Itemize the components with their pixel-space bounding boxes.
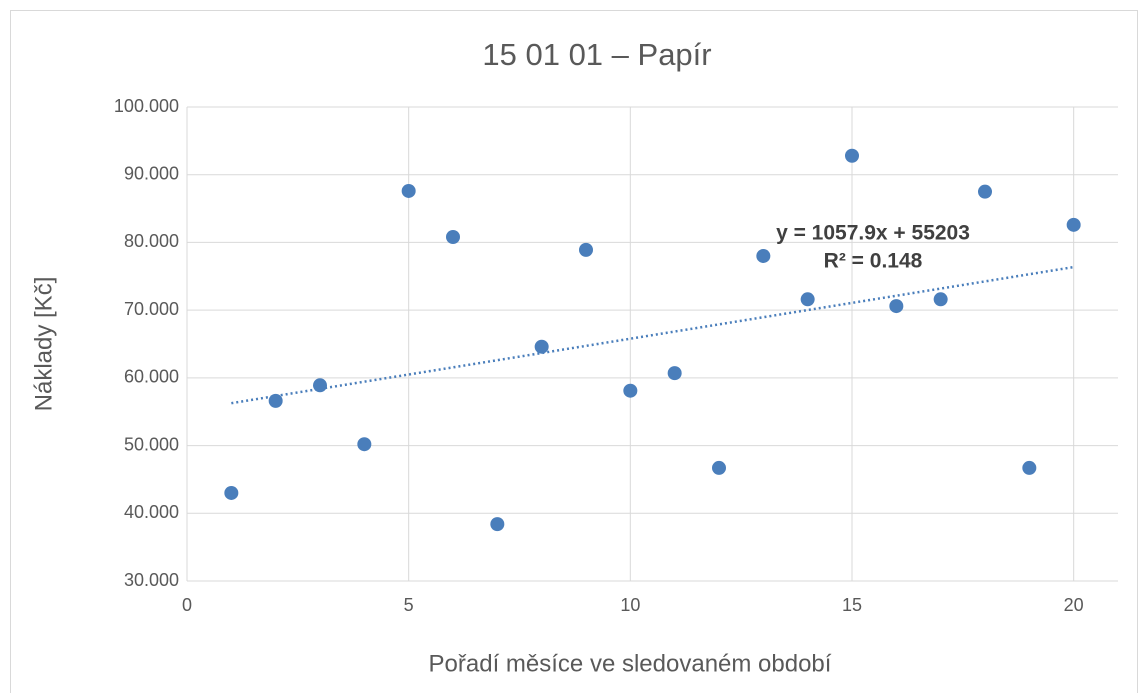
x-tick-label: 5 xyxy=(404,595,414,615)
chart-title: 15 01 01 – Papír xyxy=(482,37,711,72)
point xyxy=(579,242,593,257)
x-tick-label: 20 xyxy=(1064,595,1084,615)
point xyxy=(712,460,726,475)
y-tick-label: 80.000 xyxy=(124,231,179,251)
point xyxy=(357,437,372,452)
point xyxy=(1022,460,1037,475)
point xyxy=(667,366,682,381)
point xyxy=(800,292,815,307)
point xyxy=(446,230,460,245)
point xyxy=(268,393,283,408)
y-tick-label: 30.000 xyxy=(124,570,179,590)
point xyxy=(313,378,327,393)
y-tick-label: 50.000 xyxy=(124,434,179,454)
point xyxy=(401,183,416,198)
chart-border xyxy=(10,10,1138,693)
point xyxy=(978,184,992,199)
x-tick-label: 0 xyxy=(182,595,192,615)
point xyxy=(756,248,771,263)
point xyxy=(490,517,505,532)
y-tick-label: 90.000 xyxy=(124,163,179,183)
x-tick-label: 15 xyxy=(842,595,862,615)
x-axis-label: Pořadí měsíce ve sledovaném období xyxy=(429,650,832,677)
trendline xyxy=(231,265,1074,405)
x-tick-label: 10 xyxy=(620,595,640,615)
point xyxy=(1066,217,1081,232)
y-tick-label: 40.000 xyxy=(124,502,179,522)
point xyxy=(224,485,239,500)
y-tick-label: 70.000 xyxy=(124,299,179,319)
point xyxy=(534,339,549,354)
trendline-equation: y = 1057.9x + 55203 xyxy=(776,222,970,245)
point xyxy=(623,383,638,398)
y-axis-label: Náklady [Kč] xyxy=(30,277,57,412)
point xyxy=(889,299,904,314)
point xyxy=(845,148,859,163)
point xyxy=(933,292,948,307)
trendline-r2: R² = 0.148 xyxy=(824,250,923,273)
y-tick-label: 60.000 xyxy=(124,367,179,387)
y-tick-label: 100.000 xyxy=(114,96,179,116)
